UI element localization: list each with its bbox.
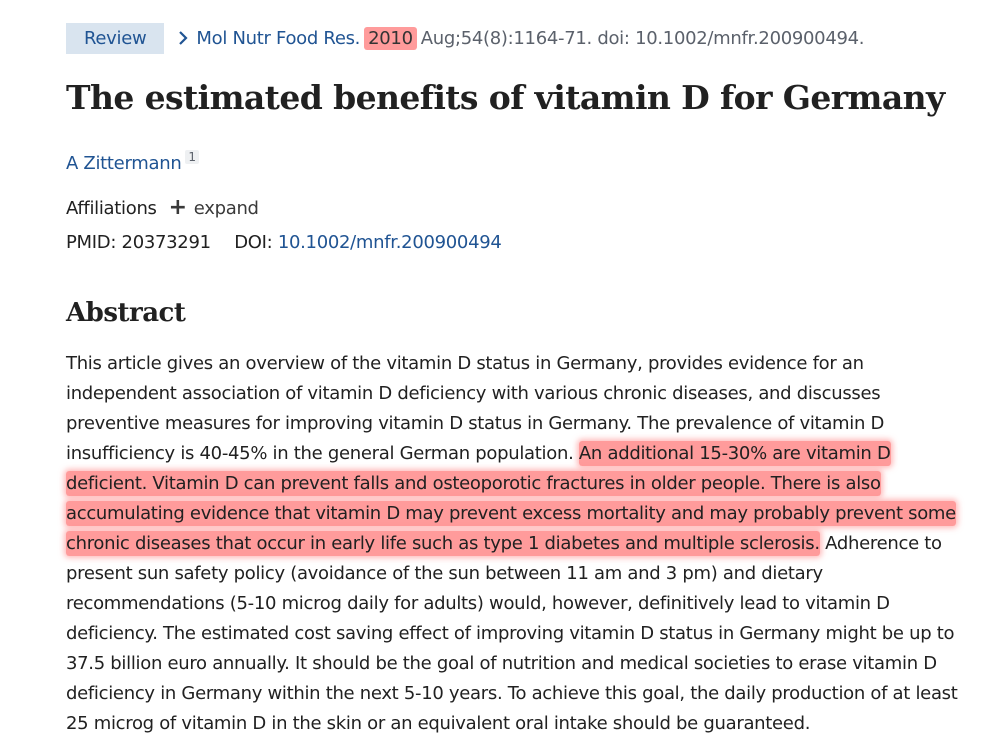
author-link[interactable]: A Zittermann — [66, 153, 182, 174]
affiliation-ref[interactable]: 1 — [185, 150, 199, 164]
expand-affiliations-button[interactable]: + expand — [169, 197, 259, 219]
pmid: PMID: 20373291 — [66, 232, 211, 253]
article-title: The estimated benefits of vitamin D for … — [66, 78, 945, 117]
doi-label: DOI: — [234, 232, 273, 253]
abstract-text-after: Adherence to present sun safety policy (… — [66, 533, 958, 734]
doi-link[interactable]: 10.1002/mnfr.200900494 — [277, 232, 502, 253]
abstract-heading: Abstract — [66, 298, 186, 328]
authors-list: A Zittermann 1 — [66, 150, 199, 174]
citation-row: Review Mol Nutr Food Res. 2010 Aug;54(8)… — [66, 22, 865, 54]
plus-icon: + — [168, 195, 187, 220]
journal-link[interactable]: Mol Nutr Food Res. — [196, 27, 361, 49]
review-badge: Review — [66, 22, 165, 54]
abstract-text-before: This article gives an overview of the vi… — [66, 353, 885, 464]
publication-year: 2010 — [364, 26, 417, 50]
abstract-text: This article gives an overview of the vi… — [66, 349, 971, 739]
affiliations-label: Affiliations — [66, 197, 157, 219]
identifiers-row: PMID: 20373291 DOI: 10.1002/mnfr.2009004… — [66, 232, 502, 253]
chevron-right-icon — [179, 31, 188, 45]
expand-label: expand — [193, 197, 259, 219]
affiliations-row: Affiliations + expand — [66, 197, 259, 219]
citation-details: Aug;54(8):1164-71. doi: 10.1002/mnfr.200… — [420, 27, 865, 49]
